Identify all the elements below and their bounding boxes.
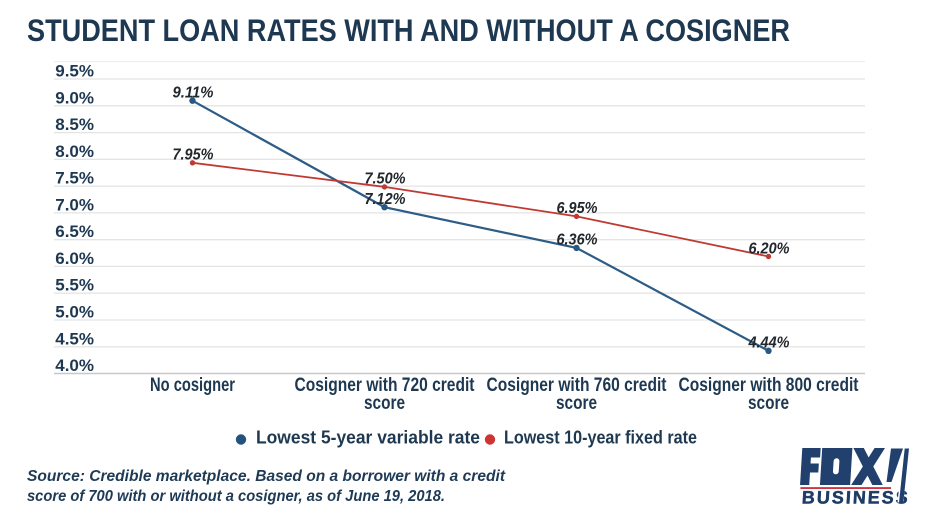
svg-text:No cosigner: No cosigner [150, 375, 235, 396]
svg-text:6.0%: 6.0% [55, 249, 94, 268]
svg-text:7.50%: 7.50% [365, 171, 406, 188]
svg-text:score: score [364, 393, 405, 414]
svg-text:6.95%: 6.95% [557, 200, 598, 217]
svg-text:7.95%: 7.95% [173, 147, 214, 164]
svg-text:Cosigner with 760 credit: Cosigner with 760 credit [487, 375, 668, 396]
svg-text:9.5%: 9.5% [55, 62, 94, 81]
svg-text:STUDENT LOAN RATES WITH AND WI: STUDENT LOAN RATES WITH AND WITHOUT A CO… [27, 13, 790, 48]
svg-text:5.5%: 5.5% [55, 276, 94, 295]
svg-text:7.12%: 7.12% [365, 191, 406, 208]
svg-text:Cosigner with 720 credit: Cosigner with 720 credit [295, 375, 476, 396]
svg-text:6.5%: 6.5% [55, 222, 94, 241]
svg-text:9.0%: 9.0% [55, 88, 94, 107]
svg-text:6.20%: 6.20% [749, 240, 790, 257]
svg-text:Lowest 5-year variable rate: Lowest 5-year variable rate [256, 428, 480, 448]
svg-text:8.5%: 8.5% [55, 115, 94, 134]
svg-text:7.5%: 7.5% [55, 169, 94, 188]
svg-text:score: score [748, 393, 789, 414]
svg-text:5.0%: 5.0% [55, 303, 94, 322]
svg-text:score: score [556, 393, 597, 414]
svg-text:9.11%: 9.11% [173, 85, 214, 102]
svg-text:Cosigner with 800 credit: Cosigner with 800 credit [679, 375, 860, 396]
svg-text:Source: Credible marketplace.: Source: Credible marketplace. Based on a… [27, 468, 506, 485]
svg-text:Lowest 10-year fixed rate: Lowest 10-year fixed rate [504, 428, 697, 448]
svg-text:BUSINESS: BUSINESS [801, 488, 910, 508]
svg-text:4.5%: 4.5% [55, 329, 94, 348]
svg-text:6.36%: 6.36% [557, 232, 598, 249]
svg-text:4.0%: 4.0% [55, 356, 94, 375]
svg-text:score of 700 with or without a: score of 700 with or without a cosigner,… [27, 488, 445, 505]
svg-text:4.44%: 4.44% [748, 335, 790, 352]
svg-text:7.0%: 7.0% [55, 195, 94, 214]
svg-text:8.0%: 8.0% [55, 142, 94, 161]
